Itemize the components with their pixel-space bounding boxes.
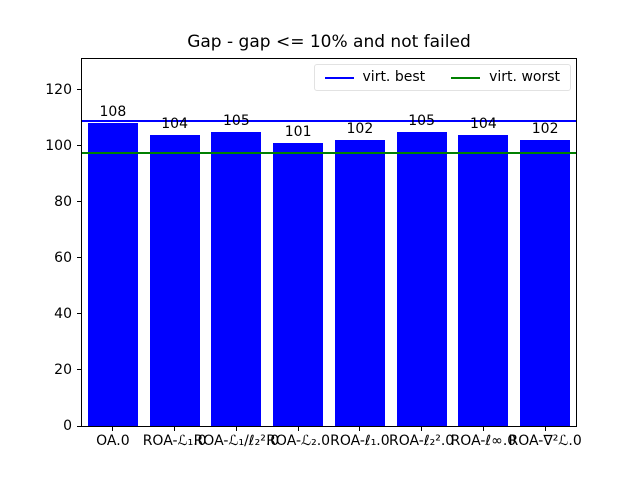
y-tick-mark <box>77 257 81 259</box>
x-tick-label: ROA-ℓ₁.0 <box>330 433 390 449</box>
plot-area: 108 104 105 101 102 105 104 102 OA.0 ROA-ℒ₁.0 ROA… <box>45 58 582 449</box>
x-tick-mark <box>297 427 299 431</box>
y-tick-mark <box>77 369 81 371</box>
bar <box>334 140 385 426</box>
y-tick-label: 0 <box>63 418 72 434</box>
x-tick-label: ROA-ℓ∞.0 <box>450 433 517 449</box>
x-tick-label: ROA-∇²ℒ.0 <box>508 433 582 449</box>
legend-line-swatch <box>451 76 481 79</box>
legend-label: virt. worst <box>489 69 560 85</box>
bar <box>149 134 200 426</box>
bar-value-label: 101 <box>284 124 312 141</box>
x-tick-mark <box>482 427 484 431</box>
y-tick-label: 100 <box>45 137 72 154</box>
bar-value-label: 105 <box>223 112 250 129</box>
x-tick-mark <box>235 427 237 431</box>
x-tick-label: ROA-ℒ₂.0 <box>266 433 331 449</box>
x-tick-label: ROA-ℒ₁/ℓ₂².0 <box>193 433 280 449</box>
x-tick-label: OA.0 <box>96 433 130 449</box>
x-tick-mark <box>112 427 114 431</box>
y-tick-mark <box>77 201 81 203</box>
x-tick-mark <box>421 427 423 431</box>
legend: virt. best virt. worst <box>313 64 571 91</box>
x-tick-mark <box>174 427 176 431</box>
x-tick-mark <box>544 427 546 431</box>
bar <box>211 131 262 426</box>
bar <box>458 134 509 426</box>
legend-label: virt. best <box>362 69 426 85</box>
y-tick-mark <box>77 89 81 91</box>
bar <box>87 123 138 426</box>
bar <box>273 143 324 426</box>
chart-title: Gap - gap <= 10% and not failed <box>187 32 471 52</box>
y-tick-label: 80 <box>54 193 72 210</box>
bar <box>396 131 447 426</box>
x-tick-label: ROA-ℓ₂².0 <box>389 433 455 449</box>
x-tick-label: ROA-ℒ₁.0 <box>142 433 207 449</box>
bar-value-label: 104 <box>470 115 497 132</box>
legend-line-swatch <box>324 76 354 79</box>
bar-value-label: 108 <box>99 104 127 121</box>
y-tick-label: 20 <box>54 361 72 378</box>
y-tick-label: 120 <box>45 81 72 98</box>
y-tick-label: 40 <box>54 305 72 322</box>
reference-line-virt-best <box>82 119 576 122</box>
bar-value-label: 102 <box>346 121 374 138</box>
bar-value-label: 105 <box>408 112 435 129</box>
y-tick-mark <box>77 425 81 427</box>
y-tick-label: 60 <box>54 249 72 266</box>
bar <box>520 140 571 426</box>
legend-item: virt. worst <box>451 69 560 86</box>
y-tick-mark <box>77 145 81 147</box>
reference-line-virt-worst <box>82 151 576 154</box>
bar-value-label: 104 <box>161 115 188 132</box>
x-tick-mark <box>359 427 361 431</box>
bar-value-label: 102 <box>531 121 559 138</box>
y-tick-mark <box>77 313 81 315</box>
legend-item: virt. best <box>324 69 426 86</box>
